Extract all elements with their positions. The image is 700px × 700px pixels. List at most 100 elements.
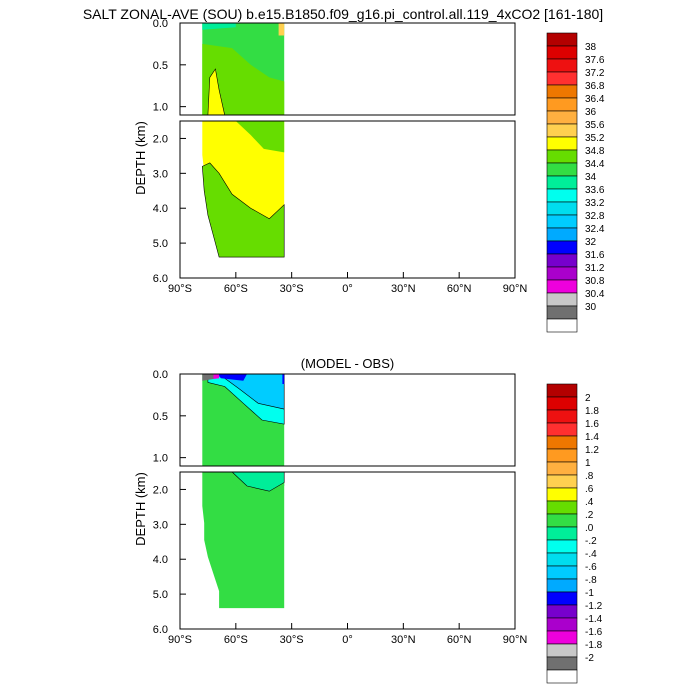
colorbar-box	[546, 383, 578, 398]
panel-title: (MODEL - OBS)	[301, 356, 394, 371]
diff-region-minus-1.6	[213, 374, 220, 379]
colorbar-box	[546, 474, 578, 489]
upper-panel: 90°S 60°S 30°S 0° 30°N 60°N 90°N 0.0 0.5 1.0 2.0 3.…	[133, 18, 605, 333]
colorbar-box	[546, 669, 578, 684]
colorbar-label: 31.6	[585, 250, 605, 261]
colorbar-label: 36.4	[585, 94, 605, 105]
colorbar-label: 31.2	[585, 263, 605, 274]
colorbar-box	[546, 110, 578, 125]
colorbar-label: 30.8	[585, 276, 605, 287]
colorbar-box	[546, 201, 578, 216]
y-axis-label: DEPTH (km)	[133, 472, 148, 546]
colorbar-box	[546, 253, 578, 268]
colorbar-box	[546, 604, 578, 619]
x-tick-label: 30°S	[280, 283, 304, 295]
y-tick-label: 2.0	[153, 133, 168, 145]
y-tick-label: 5.0	[153, 589, 168, 601]
colorbar-box	[546, 227, 578, 242]
colorbar-box	[546, 578, 578, 593]
colorbar-box	[546, 32, 578, 47]
figure-title: SALT ZONAL-AVE (SOU) b.e15.B1850.f09_g16…	[83, 6, 603, 22]
colorbar-label: 34.8	[585, 146, 605, 157]
colorbar-label: .4	[585, 497, 594, 508]
colorbar-label: 32.8	[585, 211, 605, 222]
colorbar-box	[546, 435, 578, 450]
colorbar-box	[546, 422, 578, 437]
colorbar-box	[546, 318, 578, 333]
colorbar-box	[546, 188, 578, 203]
colorbar-label: 37.2	[585, 68, 605, 79]
colorbar-box	[546, 448, 578, 463]
colorbar-box	[546, 279, 578, 294]
colorbar-box	[546, 97, 578, 112]
x-tick-label: 90°N	[503, 634, 528, 646]
colorbar-box	[546, 526, 578, 541]
colorbar-box	[546, 58, 578, 73]
colorbar-label: 30.4	[585, 289, 605, 300]
y-tick-label: 0.5	[153, 60, 168, 72]
x-tick-label: 60°N	[447, 283, 472, 295]
y-tick-label: 6.0	[153, 273, 168, 285]
colorbar-box	[546, 461, 578, 476]
colorbar-label: 1	[585, 458, 591, 469]
colorbar-label: -.8	[585, 575, 597, 586]
colorbar-label: .8	[585, 471, 594, 482]
colorbar-box	[546, 630, 578, 645]
colorbar-label: 38	[585, 42, 597, 53]
diff-region-minus-2	[202, 374, 214, 381]
x-tick-label: 90°N	[503, 283, 528, 295]
x-tick-label: 0°	[342, 283, 353, 295]
colorbar-label: .0	[585, 523, 594, 534]
colorbar-label: 37.6	[585, 55, 605, 66]
colorbar-label: 35.6	[585, 120, 605, 131]
salt-region-35.2-surface	[278, 23, 285, 36]
diff-region-minus-1.2	[217, 374, 247, 381]
y-tick-label: 1.0	[153, 102, 168, 114]
colorbar-box	[546, 292, 578, 307]
colorbar-label: 1.8	[585, 406, 599, 417]
colorbar-label: .6	[585, 484, 594, 495]
colorbar-box	[546, 565, 578, 580]
colorbar-label: 2	[585, 393, 591, 404]
salt-region-34.4-top	[202, 121, 285, 153]
colorbar-label: -1.2	[585, 601, 603, 612]
colorbar-label: 1.2	[585, 445, 599, 456]
colorbar-label: -1.8	[585, 640, 603, 651]
y-tick-label: 0.5	[153, 411, 168, 423]
colorbar-label: 34.4	[585, 159, 605, 170]
x-tick-label: 30°N	[391, 283, 416, 295]
y-tick-label: 0.0	[153, 369, 168, 381]
colorbar-box	[546, 552, 578, 567]
colorbar-box	[546, 266, 578, 281]
colorbar-box	[546, 396, 578, 411]
colorbar-box	[546, 539, 578, 554]
colorbar-box	[546, 71, 578, 86]
y-tick-label: 1.0	[153, 453, 168, 465]
colorbar-label: 36.8	[585, 81, 605, 92]
colorbar-label: -1.4	[585, 614, 603, 625]
x-tick-label: 60°S	[224, 283, 248, 295]
colorbar-box	[546, 591, 578, 606]
x-tick-label: 0°	[342, 634, 353, 646]
upper-subplot-frame	[179, 373, 516, 467]
colorbar-label: 30	[585, 302, 597, 313]
colorbar-label: 1.4	[585, 432, 599, 443]
y-tick-label: 4.0	[153, 554, 168, 566]
colorbar-label: -.6	[585, 562, 597, 573]
colorbar-box	[546, 500, 578, 515]
y-tick-label: 2.0	[153, 484, 168, 496]
x-tick-label: 30°N	[391, 634, 416, 646]
colorbar-label: 32.4	[585, 224, 605, 235]
colorbar-box	[546, 305, 578, 320]
x-tick-label: 90°S	[168, 283, 192, 295]
y-tick-label: 5.0	[153, 238, 168, 250]
lower-panel: 90°S 60°S 30°S 0° 30°N 60°N 90°N0.00.51.02.03.…	[133, 356, 603, 684]
colorbar-label: .2	[585, 510, 594, 521]
colorbar-label: 1.6	[585, 419, 599, 430]
diff-region-0.0-lower	[202, 472, 285, 609]
colorbar-box	[546, 136, 578, 151]
colorbar-box	[546, 240, 578, 255]
colorbar-label: -2	[585, 653, 594, 664]
y-tick-label: 6.0	[153, 624, 168, 636]
colorbar-box	[546, 617, 578, 632]
